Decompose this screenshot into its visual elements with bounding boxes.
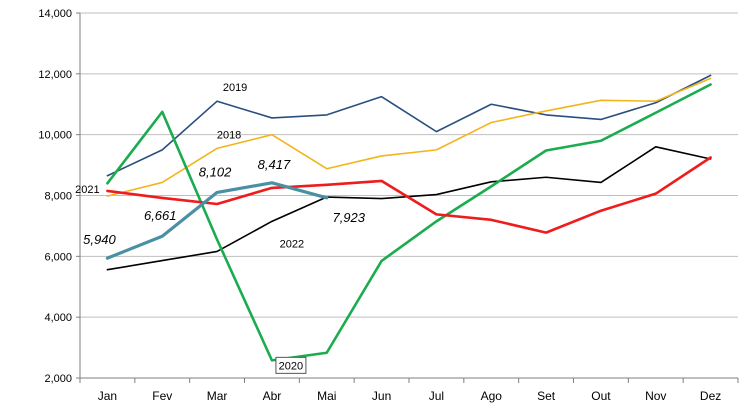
x-tick-label: Fev — [152, 389, 172, 403]
x-tick-label: Jun — [372, 389, 391, 403]
data-label: 5,940 — [83, 232, 116, 247]
series-label-2022: 2022 — [280, 238, 304, 250]
y-tick-label: 8,000 — [44, 191, 72, 203]
y-tick-label: 2,000 — [44, 373, 72, 385]
y-tick-label: 4,000 — [44, 312, 72, 324]
series-lines — [105, 74, 712, 362]
y-tick-label: 6,000 — [44, 251, 72, 263]
series-line-2020 — [106, 83, 712, 362]
series-line-2018 — [106, 77, 712, 197]
x-tick-label: Set — [537, 389, 556, 403]
x-tick-label: Nov — [645, 389, 666, 403]
series-line-series-6 — [105, 181, 329, 260]
series-line-series-5 — [106, 156, 712, 234]
x-tick-label: Mar — [207, 389, 228, 403]
series-label-box — [275, 356, 307, 374]
series-line-2019 — [106, 74, 712, 177]
x-tick-label: Jan — [98, 389, 117, 403]
series-label-2021: 2021 — [75, 184, 99, 196]
x-tick-label: Out — [591, 389, 611, 403]
series-label-2018: 2018 — [217, 129, 241, 141]
x-tick-label: Ago — [481, 389, 503, 403]
data-labels: 5,940 6,661 8,102 8,417 7,923 — [83, 157, 366, 247]
x-tick-label: Dez — [700, 389, 721, 403]
data-label: 8,102 — [199, 164, 232, 179]
data-label: 7,923 — [332, 210, 365, 225]
series-labels: 2019 2018 2021 2022 2020 — [75, 82, 307, 374]
series-label-2019: 2019 — [223, 82, 247, 94]
y-tick-label: 10,000 — [38, 130, 72, 142]
x-tick-label: Abr — [263, 389, 282, 403]
y-tick-label: 12,000 — [38, 69, 72, 81]
data-label: 8,417 — [258, 157, 291, 172]
x-tick-label: Jul — [429, 389, 444, 403]
y-tick-label: 14,000 — [38, 8, 72, 20]
series-label-2020: 2020 — [279, 360, 303, 372]
y-axis-ticks: 2,000 4,000 6,000 8,000 10,000 12,000 14,000 — [38, 8, 81, 385]
gridlines — [80, 12, 738, 318]
x-axis: Jan Fev Mar Abr Mai Jun Jul Ago Set Out Nov Dez — [79, 377, 739, 403]
x-tick-label: Mai — [317, 389, 336, 403]
data-label: 6,661 — [144, 208, 177, 223]
